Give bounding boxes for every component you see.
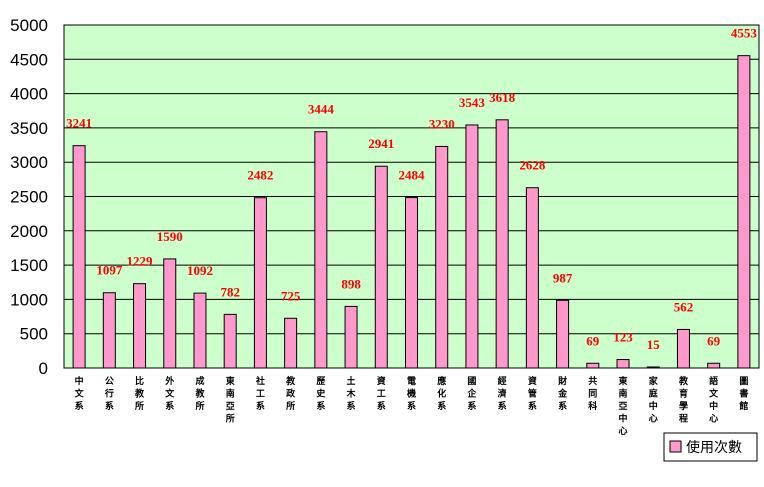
data-label: 3444	[308, 102, 335, 117]
y-tick-label: 3500	[10, 119, 48, 138]
legend-swatch	[669, 440, 682, 453]
y-tick-label: 0	[39, 359, 48, 378]
x-tick-label: 家庭中心	[649, 375, 659, 425]
x-tick-label: 經濟系	[498, 375, 507, 412]
y-tick-label: 5000	[10, 16, 48, 35]
y-tick-label: 2500	[10, 188, 48, 207]
bar	[586, 362, 600, 369]
x-tick-label: 東南亞中心	[619, 375, 628, 437]
bar	[737, 55, 751, 369]
data-label: 782	[220, 284, 240, 299]
x-tick-label: 東南亞所	[226, 375, 235, 425]
x-tick-label: 電機系	[407, 376, 416, 412]
bar	[435, 145, 449, 369]
data-label: 3230	[429, 116, 455, 131]
x-tick-label: 共同科	[588, 375, 597, 412]
data-label: 2628	[519, 158, 546, 173]
legend-label: 使用次數	[686, 439, 742, 456]
y-tick-label: 1000	[10, 290, 48, 309]
data-label: 898	[341, 276, 361, 291]
y-tick-label: 4500	[10, 50, 48, 69]
bar	[405, 197, 418, 369]
data-label: 69	[586, 333, 600, 348]
x-tick-label: 公行系	[104, 376, 114, 412]
data-label: 1590	[157, 229, 183, 244]
bar	[525, 187, 539, 369]
data-label: 3618	[489, 90, 516, 105]
x-tick-label: 比教所	[134, 375, 145, 412]
data-label: 562	[674, 299, 694, 314]
y-tick-label: 4000	[10, 85, 48, 104]
bar	[707, 362, 721, 369]
bar	[465, 124, 479, 369]
data-label: 3543	[459, 95, 486, 110]
bar	[102, 292, 116, 369]
bar	[495, 119, 509, 369]
x-axis-labels: 中文系 公行系 比教所 外文系 成教所 東南亞所 社工系 教政所 歷史系 土木系 資工系 電機系 應化系…	[74, 375, 749, 437]
y-tick-label: 2000	[10, 222, 48, 241]
bar	[163, 258, 177, 369]
y-tick-label: 3000	[10, 153, 48, 172]
data-label: 1092	[187, 263, 213, 278]
data-label: 4553	[731, 26, 758, 41]
x-tick-label: 資工系	[377, 375, 386, 412]
data-label: 987	[553, 270, 573, 285]
data-label: 725	[281, 288, 301, 303]
x-tick-label: 成教所	[194, 375, 205, 412]
bar	[676, 328, 690, 369]
bar	[72, 145, 86, 369]
x-tick-label: 社工系	[255, 375, 265, 412]
data-label: 2941	[368, 136, 394, 151]
bars	[72, 55, 751, 369]
x-tick-label: 外文系	[164, 375, 175, 412]
bar	[314, 131, 328, 369]
x-tick-label: 中文系	[74, 375, 85, 412]
data-label: 1097	[96, 263, 123, 278]
x-tick-label: 教育學程	[678, 375, 689, 425]
data-label: 2484	[399, 168, 426, 183]
bar	[646, 366, 660, 369]
bar	[616, 359, 630, 369]
x-tick-label: 教政所	[285, 375, 296, 412]
x-tick-label: 圖書館	[738, 376, 748, 412]
data-label: 123	[613, 330, 633, 345]
x-tick-label: 歷史系	[316, 376, 326, 412]
bar	[223, 313, 237, 369]
x-tick-label: 應化系	[437, 375, 446, 412]
bar	[284, 317, 298, 369]
grid-lines	[64, 58, 759, 335]
x-tick-label: 財金系	[557, 375, 568, 412]
data-label: 15	[647, 337, 661, 352]
y-tick-label: 1500	[10, 256, 48, 275]
data-label: 3241	[66, 116, 92, 131]
bar	[556, 299, 570, 369]
bar	[374, 165, 388, 369]
bar	[344, 305, 358, 369]
data-label: 69	[707, 333, 721, 348]
bar	[193, 292, 207, 369]
y-axis-ticks: 0 500 1000 1500 2000 2500 3000 3500 4000 4500 5000	[10, 16, 48, 378]
y-tick-label: 500	[20, 325, 48, 344]
bar	[253, 197, 267, 369]
legend: 使用次數	[663, 432, 758, 462]
x-tick-label: 土木系	[346, 375, 357, 412]
x-tick-label: 資管系	[528, 375, 537, 412]
x-tick-label: 語文中心	[708, 375, 719, 425]
bar	[133, 283, 147, 369]
data-label: 2482	[247, 168, 273, 183]
x-tick-label: 國企系	[466, 376, 477, 412]
data-label: 1229	[127, 254, 154, 269]
